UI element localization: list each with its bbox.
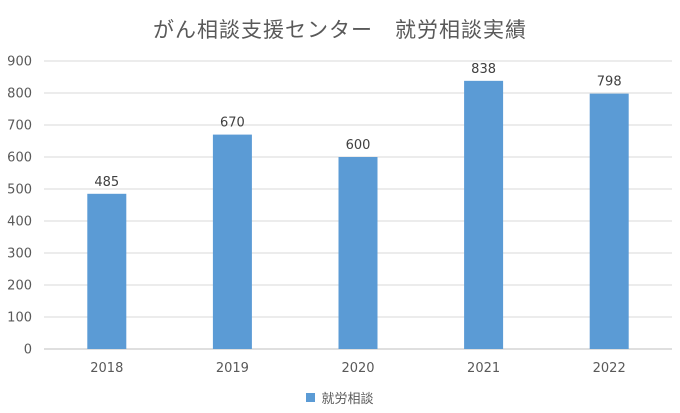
bar	[464, 80, 504, 349]
data-label: 798	[597, 75, 622, 90]
x-tick-label: 2018	[90, 361, 123, 376]
legend-swatch	[306, 393, 316, 402]
data-label: 600	[346, 138, 371, 153]
data-label: 485	[94, 175, 119, 190]
bar	[212, 134, 252, 349]
chart-title: がん相談支援センター 就労相談実績	[153, 18, 527, 42]
y-tick-label: 200	[7, 279, 32, 294]
data-label: 670	[220, 116, 245, 131]
data-label: 838	[471, 62, 496, 77]
bar	[589, 93, 629, 349]
bar	[87, 193, 127, 349]
x-tick-label: 2022	[593, 361, 626, 376]
y-tick-label: 400	[7, 215, 32, 230]
legend-label: 就労相談	[321, 392, 374, 407]
bar	[338, 157, 378, 349]
y-tick-label: 0	[24, 343, 32, 358]
y-tick-label: 300	[7, 247, 32, 262]
y-tick-label: 700	[7, 119, 32, 134]
y-tick-label: 800	[7, 87, 32, 102]
legend: 就労相談	[0, 388, 680, 407]
x-tick-label: 2021	[467, 361, 500, 376]
y-tick-label: 900	[7, 55, 32, 70]
x-tick-label: 2019	[216, 361, 249, 376]
y-tick-label: 600	[7, 151, 32, 166]
y-tick-label: 500	[7, 183, 32, 198]
y-tick-label: 100	[7, 311, 32, 326]
x-tick-label: 2020	[341, 361, 374, 376]
